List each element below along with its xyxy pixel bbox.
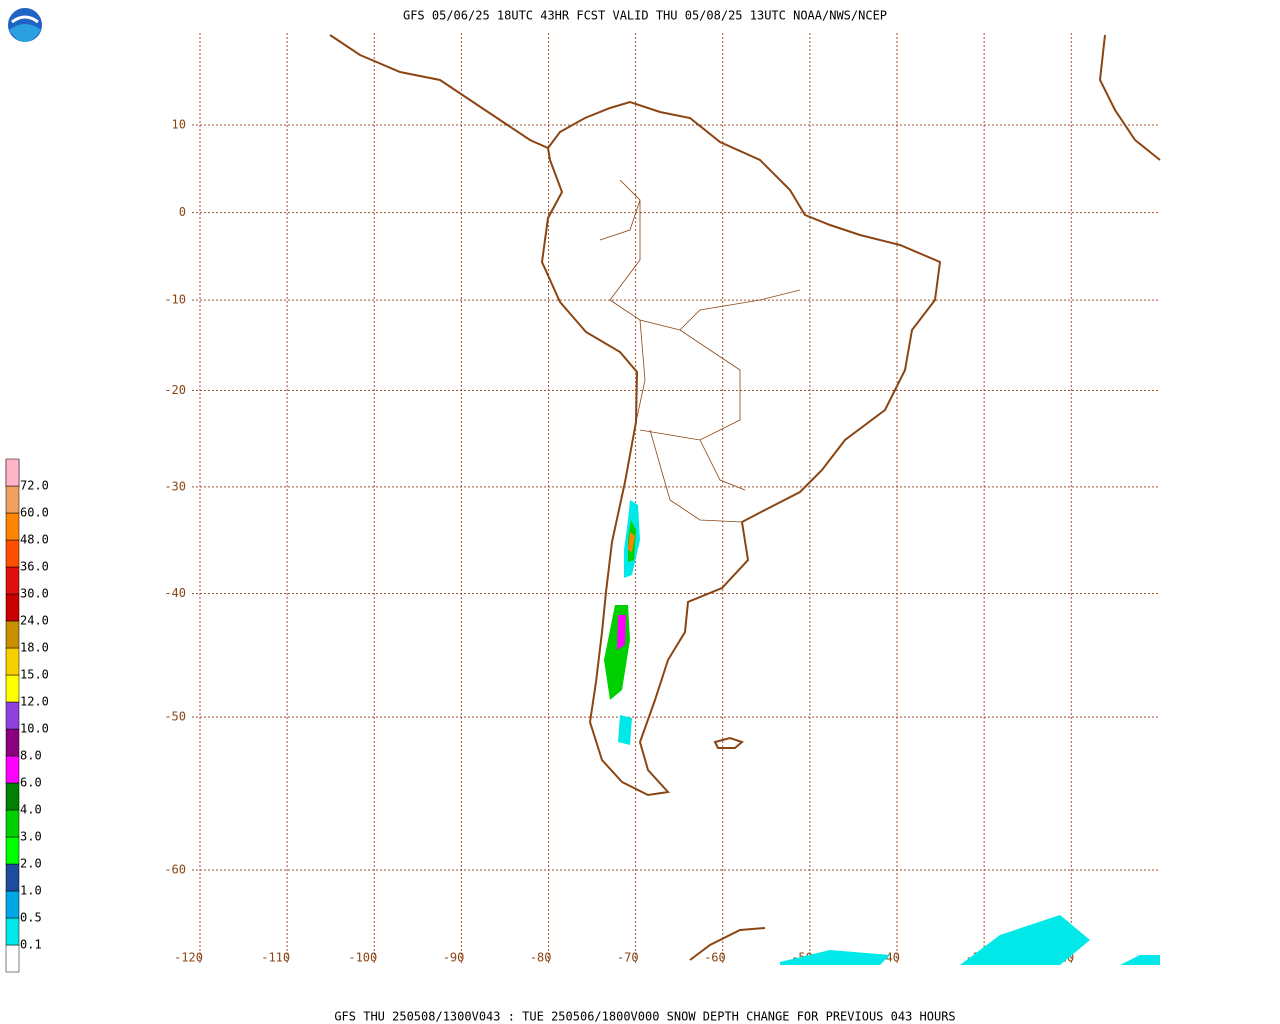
borders <box>599 179 801 523</box>
lon-label: -100 <box>348 951 377 965</box>
legend-swatch <box>5 809 20 838</box>
legend-label: 8.0 <box>20 749 42 763</box>
legend-swatch <box>5 485 20 514</box>
legend-label: 0.1 <box>20 938 42 952</box>
legend-swatch <box>5 539 20 568</box>
lat-label: -10 <box>164 293 186 307</box>
legend-swatch <box>5 728 20 757</box>
legend-swatch <box>5 890 20 919</box>
lon-label: -110 <box>261 951 290 965</box>
legend-label: 18.0 <box>20 641 49 655</box>
legend-label: 72.0 <box>20 479 49 493</box>
legend-label: 0.5 <box>20 911 42 925</box>
lat-label: -30 <box>164 479 186 493</box>
lat-label: 10 <box>172 118 186 132</box>
legend-label: 1.0 <box>20 884 42 898</box>
south-shetland <box>689 927 766 961</box>
legend-label: 30.0 <box>20 587 49 601</box>
legend-label: 24.0 <box>20 614 49 628</box>
africa-coast <box>1098 34 1161 161</box>
map-frame <box>192 33 1160 965</box>
noaa-logo <box>6 6 44 44</box>
legend-swatch <box>5 593 20 622</box>
legend-label: 10.0 <box>20 722 49 736</box>
lat-label: 0 <box>179 205 186 219</box>
legend-label: 6.0 <box>20 776 42 790</box>
legend-swatch <box>5 782 20 811</box>
legend-swatch <box>5 917 20 946</box>
lon-label: -60 <box>704 951 726 965</box>
legend-swatch <box>5 647 20 676</box>
lat-label: -40 <box>164 586 186 600</box>
lon-label: -70 <box>617 951 639 965</box>
land <box>329 34 1161 961</box>
legend-swatch <box>5 566 20 595</box>
legend-swatch <box>5 755 20 784</box>
legend-swatch <box>5 836 20 865</box>
lon-label: -90 <box>443 951 465 965</box>
falklands <box>713 736 744 749</box>
title: GFS 05/06/25 18UTC 43HR FCST VALID THU 0… <box>403 9 887 23</box>
legend-label: 36.0 <box>20 560 49 574</box>
legend-label: 15.0 <box>20 668 49 682</box>
legend-swatch <box>5 701 20 730</box>
legend-swatch <box>5 863 20 892</box>
lon-label: -120 <box>174 951 203 965</box>
legend-swatch <box>5 458 20 487</box>
legend-label: 48.0 <box>20 533 49 547</box>
snow-depth-change <box>604 500 1160 965</box>
footer: GFS THU 250508/1300V043 : TUE 250506/180… <box>334 1010 955 1024</box>
legend-label: 60.0 <box>20 506 49 520</box>
legend: 0.1 0.5 1.0 2.0 3.0 4.0 6.0 8.0 10.0 12.0 15.0 18.0… <box>5 458 49 973</box>
lon-label: -80 <box>530 951 552 965</box>
legend-label: 12.0 <box>20 695 49 709</box>
legend-label: 4.0 <box>20 803 42 817</box>
legend-swatch <box>5 674 20 703</box>
south-america-coast <box>329 34 942 797</box>
legend-label: 2.0 <box>20 857 42 871</box>
lat-label: -60 <box>164 863 186 877</box>
legend-swatch <box>5 620 20 649</box>
lat-label: -50 <box>164 710 186 724</box>
legend-swatch <box>5 512 20 541</box>
legend-label: 3.0 <box>20 830 42 844</box>
lat-label: -20 <box>164 383 186 397</box>
